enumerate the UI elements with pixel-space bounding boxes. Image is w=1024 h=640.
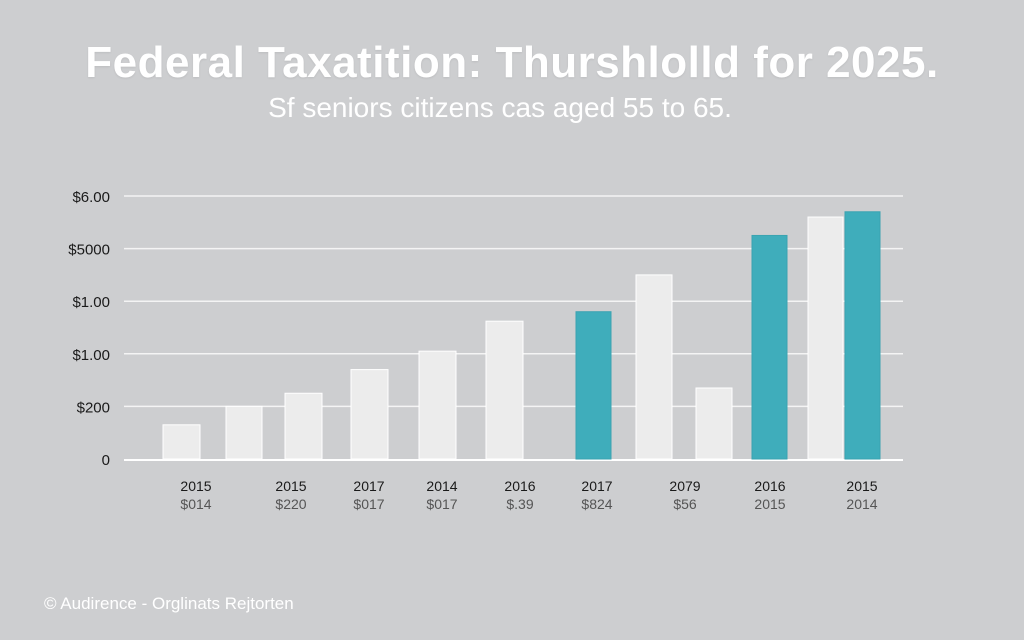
x-tick-amount: $56 <box>673 496 697 512</box>
bar-highlight <box>844 211 881 460</box>
bar <box>485 320 524 460</box>
x-tick-amount: 2014 <box>846 496 877 512</box>
y-tick-label: 0 <box>102 452 110 469</box>
bar <box>350 369 389 460</box>
x-tick-amount: $017 <box>353 496 384 512</box>
x-tick-year: 2017 <box>581 478 612 494</box>
x-tick-amount: $017 <box>426 496 457 512</box>
bar <box>807 216 844 460</box>
x-tick-amount: $824 <box>581 496 612 512</box>
x-tick-year: 2015 <box>180 478 211 494</box>
y-tick-label: $200 <box>77 399 110 416</box>
x-tick-year: 2014 <box>426 478 457 494</box>
x-tick-year: 2016 <box>504 478 535 494</box>
bar <box>635 274 673 460</box>
y-tick-label: $1.00 <box>72 294 110 311</box>
bar-highlight <box>575 311 612 460</box>
bar <box>162 424 201 460</box>
footer-credit: © Audirence - Orglinats Rejtorten <box>44 594 294 613</box>
bar <box>225 405 263 460</box>
chart-subtitle: Sf seniors citizens cas aged 55 to 65. <box>268 92 732 123</box>
x-tick-amount: $220 <box>275 496 306 512</box>
x-tick-year: 2016 <box>754 478 785 494</box>
x-tick-year: 2079 <box>669 478 700 494</box>
y-tick-label: $5000 <box>68 242 110 259</box>
bar <box>418 350 457 460</box>
bar <box>284 392 323 460</box>
x-tick-year: 2015 <box>846 478 877 494</box>
bar <box>695 387 733 460</box>
x-tick-amount: $014 <box>180 496 211 512</box>
x-tick-amount: 2015 <box>754 496 785 512</box>
x-tick-year: 2015 <box>275 478 306 494</box>
x-tick-year: 2017 <box>353 478 384 494</box>
y-tick-label: $6.00 <box>72 189 110 206</box>
x-tick-amount: $.39 <box>506 496 533 512</box>
chart-title: Federal Taxatition: Thurshlolld for 2025… <box>85 38 939 87</box>
bar-highlight <box>751 234 788 460</box>
y-tick-label: $1.00 <box>72 347 110 364</box>
